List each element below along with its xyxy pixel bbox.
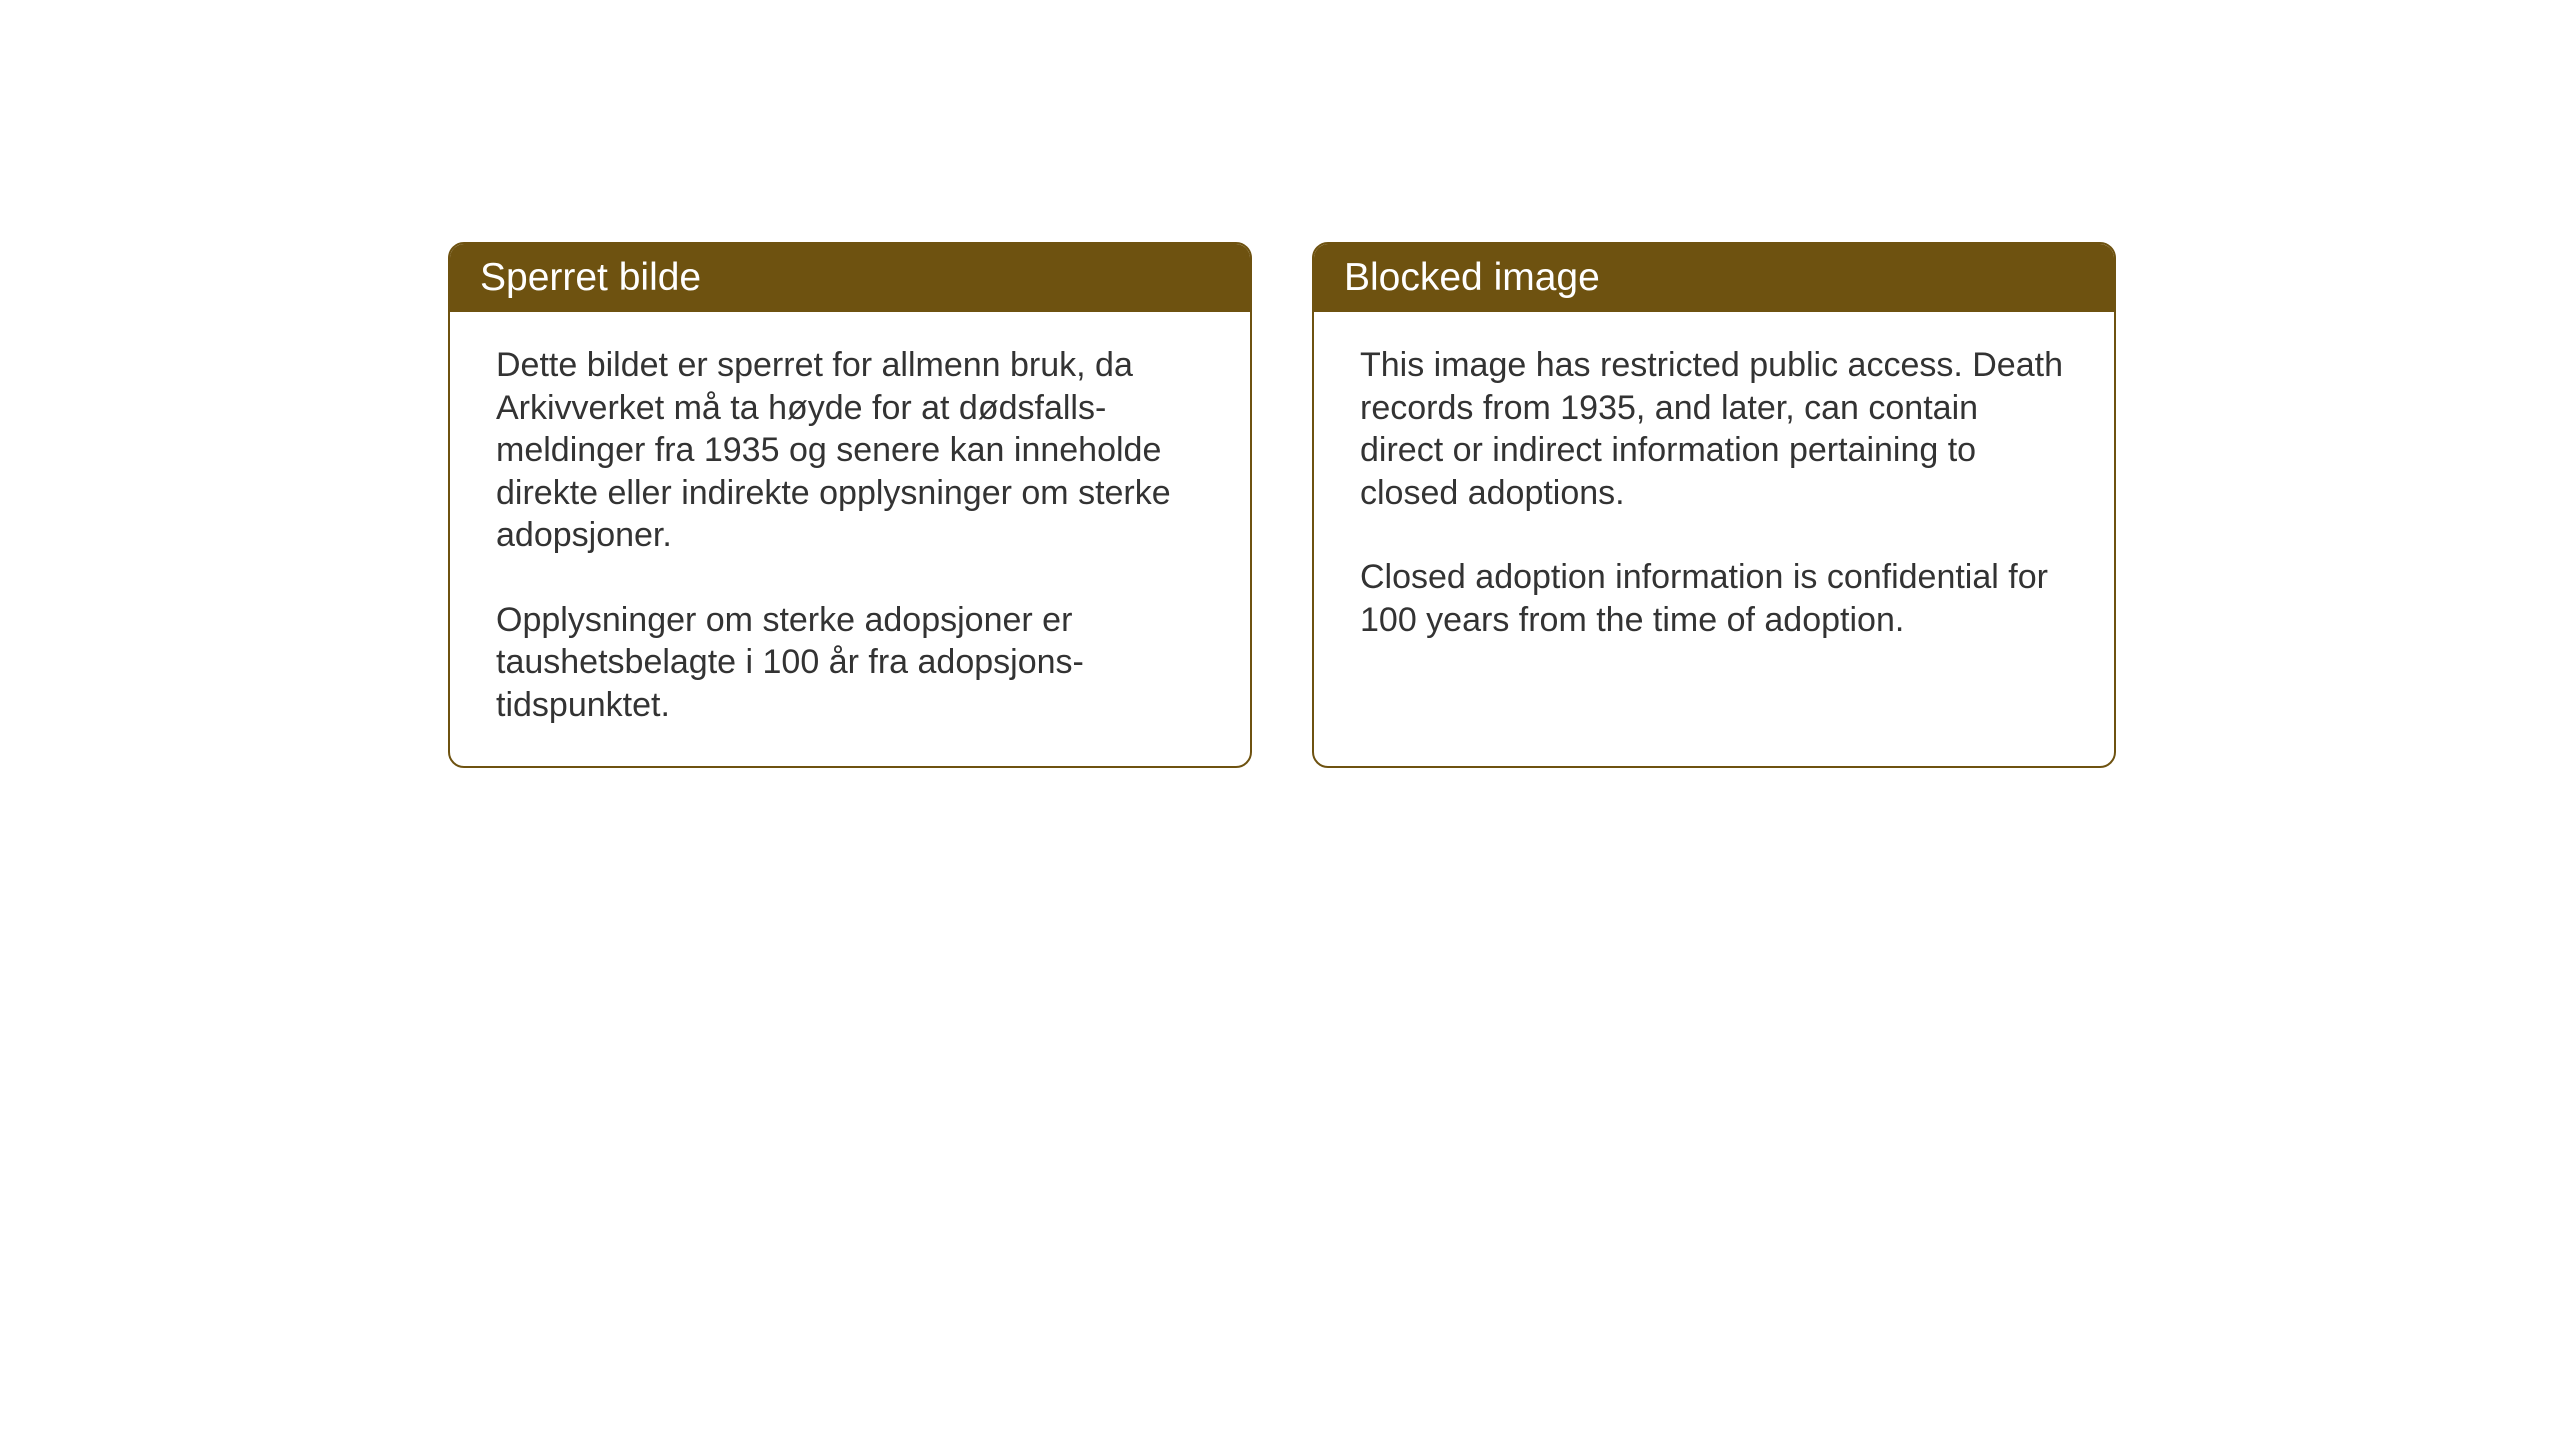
notice-container: Sperret bilde Dette bildet er sperret fo… bbox=[0, 0, 2560, 768]
english-notice-card: Blocked image This image has restricted … bbox=[1312, 242, 2116, 768]
norwegian-card-body: Dette bildet er sperret for allmenn bruk… bbox=[450, 312, 1250, 766]
english-paragraph-2: Closed adoption information is confident… bbox=[1360, 556, 2068, 641]
norwegian-notice-card: Sperret bilde Dette bildet er sperret fo… bbox=[448, 242, 1252, 768]
norwegian-card-title: Sperret bilde bbox=[450, 244, 1250, 312]
english-card-body: This image has restricted public access.… bbox=[1314, 312, 2114, 681]
english-paragraph-1: This image has restricted public access.… bbox=[1360, 344, 2068, 514]
norwegian-paragraph-2: Opplysninger om sterke adopsjoner er tau… bbox=[496, 599, 1204, 727]
norwegian-paragraph-1: Dette bildet er sperret for allmenn bruk… bbox=[496, 344, 1204, 557]
english-card-title: Blocked image bbox=[1314, 244, 2114, 312]
